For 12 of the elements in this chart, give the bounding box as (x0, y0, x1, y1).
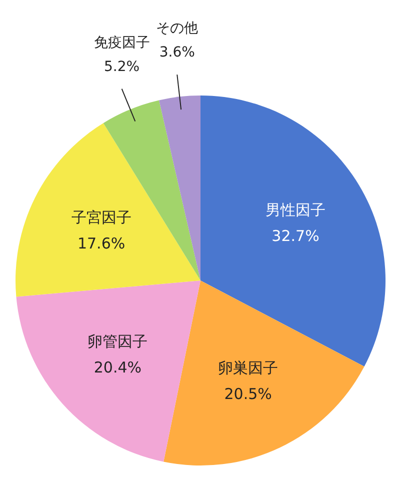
slice-label: 卵管因子 (88, 332, 148, 350)
data-label: 17.6% (77, 234, 126, 253)
data-label: 20.4% (94, 358, 142, 376)
data-label: 5.2% (104, 58, 140, 75)
slice-label: 子宮因子 (71, 208, 132, 227)
slice-label: その他 (156, 20, 198, 37)
data-label: 32.7% (272, 227, 320, 246)
slice-label: 卵巣因子 (218, 358, 278, 377)
slice-label: 免疫因子 (94, 34, 150, 51)
slice-label: 男性因子 (266, 201, 326, 220)
data-label: 20.5% (224, 384, 272, 403)
data-label: 3.6% (159, 44, 195, 61)
